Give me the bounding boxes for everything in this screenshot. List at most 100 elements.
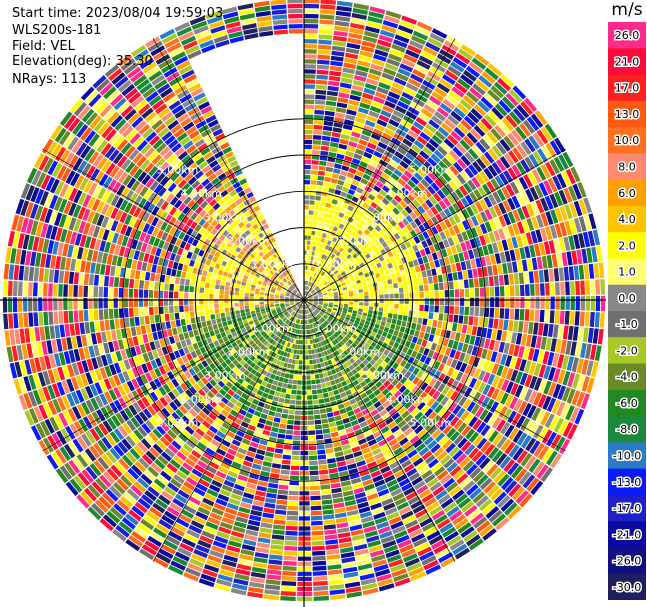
colorbar-segment (608, 232, 646, 260)
colorbar-tick-label: 8.0 (618, 161, 636, 174)
colorbar-tick-label: 13.0 (615, 108, 640, 121)
azimuth-spoke (152, 38, 305, 301)
range-ring-label: 3.00km (362, 211, 404, 224)
colorbar-tick-label-halo: -6.0 (616, 397, 637, 410)
range-ring-label: 5.00km (410, 416, 452, 429)
colorbar-tick-label-halo: -17.0 (613, 502, 641, 515)
range-ring-label: 4.00km (180, 393, 222, 406)
colorbar-segment (608, 521, 646, 549)
colorbar-segment (608, 100, 646, 128)
colorbar-segment (608, 153, 646, 181)
azimuth-spoke (152, 299, 305, 562)
colorbar-tick-label-halo: -21.0 (613, 528, 641, 541)
instrument-label: WLS200s-181 (12, 23, 102, 38)
colorbar-tick-label: 21.0 (615, 55, 640, 68)
colorbar-tick-label-halo: 8.0 (618, 161, 636, 174)
colorbar-tick-label: 10.0 (615, 134, 640, 147)
colorbar-segment (608, 311, 646, 338)
colorbar-tick-label-halo: -8.0 (616, 423, 637, 436)
range-ring-label: 4.00km (386, 187, 428, 200)
colorbar-segment (608, 127, 646, 154)
colorbar-tick-label-halo: -13.0 (613, 476, 641, 489)
colorbar-segment (608, 416, 646, 443)
ppi-gates (2, 0, 606, 602)
range-ring-label: 1.00km (251, 258, 293, 271)
colorbar-tick-label: -21.0 (613, 528, 641, 541)
colorbar-tick-label-halo: 2.0 (618, 239, 636, 252)
colorbar-tick-label-halo: 21.0 (615, 55, 640, 68)
colorbar-segment (608, 389, 646, 417)
azimuth-spoke (303, 38, 456, 301)
colorbar-tick-label-halo: 13.0 (615, 108, 640, 121)
colorbar-tick-label-halo: 6.0 (618, 187, 636, 200)
colorbar-segment (608, 22, 646, 49)
start-time-label: Start time: 2023/08/04 19:59:03 (12, 6, 224, 21)
colorbar-tick-label: 1.0 (618, 266, 636, 279)
colorbar-tick-label-halo: 1.0 (618, 266, 636, 279)
range-ring-label: 4.00km (180, 187, 222, 200)
colorbar-tick-label: -17.0 (613, 502, 641, 515)
colorbar-tick-label-halo: -26.0 (613, 555, 641, 568)
range-ring-label: 5.00km (157, 416, 199, 429)
colorbar-tick-label: 6.0 (618, 187, 636, 200)
colorbar-tick-label: -6.0 (616, 397, 637, 410)
range-ring-label: 5.00km (410, 164, 452, 177)
colorbar-tick-label: -10.0 (613, 450, 641, 463)
ppi-gate-group (2, 8, 603, 592)
colorbar-segment (608, 442, 646, 470)
colorbar-tick-label-halo: 26.0 (615, 29, 640, 42)
colorbar-segment (608, 494, 646, 522)
colorbar-tick-label-halo: -4.0 (616, 371, 637, 384)
colorbar-tick-label: 17.0 (615, 82, 640, 95)
colorbar-tick-label-halo: 4.0 (618, 213, 636, 226)
colorbar-segment (608, 48, 646, 76)
colorbar-tick-label: 4.0 (618, 213, 636, 226)
azimuth-spoke (42, 148, 305, 301)
range-ring-label: 2.00km (228, 346, 270, 359)
colorbar-tick-label: -2.0 (616, 344, 637, 357)
colorbar-tick-label-halo: -2.0 (616, 344, 637, 357)
range-ring-label: 4.00km (386, 393, 428, 406)
colorbar-tick-label: -26.0 (613, 555, 641, 568)
colorbar-segment (608, 547, 646, 575)
colorbar-tick-label-halo: -30.0 (613, 581, 641, 594)
colorbar-tick-label: -13.0 (613, 476, 641, 489)
colorbar-tick-label-halo: -10.0 (613, 450, 641, 463)
azimuth-spoke (303, 299, 566, 452)
colorbar-tick-label-halo: 10.0 (615, 134, 640, 147)
range-ring-label: 1.00km (251, 322, 293, 335)
colorbar-tick-label: 0.0 (618, 292, 636, 305)
colorbar-segment (608, 468, 646, 496)
colorbar-tick-label: 2.0 (618, 239, 636, 252)
colorbar-segment (608, 363, 646, 391)
colorbar-segment (608, 205, 646, 233)
colorbar-segment (608, 179, 646, 207)
range-ring-label: 2.00km (339, 346, 381, 359)
colorbar-tick-label: -4.0 (616, 371, 637, 384)
range-ring-label: 3.00km (362, 369, 404, 382)
azimuth-spoke (42, 299, 305, 452)
colorbar: 26.026.021.021.017.017.013.013.010.010.0… (608, 22, 646, 600)
colorbar-segment (608, 573, 646, 600)
range-ring-label: 1.00km (315, 258, 357, 271)
ppi-plot: 1.00km 1.00km 1.00km 1.00km 2.00km 2.00km 2.00… (0, 0, 606, 607)
colorbar-tick-label: -30.0 (613, 581, 641, 594)
colorbar-tick-label: -8.0 (616, 423, 637, 436)
colorbar-segment (608, 258, 646, 286)
elevation-label: Elevation(deg): 35.30 (12, 54, 153, 69)
colorbar-tick-label-halo: -1.0 (616, 318, 637, 331)
colorbar-tick-label: -1.0 (616, 318, 637, 331)
colorbar-tick-label-halo: 0.0 (618, 292, 636, 305)
range-ring-label: 2.00km (339, 234, 381, 247)
azimuth-spoke (303, 299, 456, 562)
range-ring-label: 2.00km (228, 234, 270, 247)
colorbar-tick-label: 26.0 (615, 29, 640, 42)
field-label: Field: VEL (12, 39, 75, 54)
nrays-label: NRays: 113 (12, 72, 87, 87)
colorbar-unit: m/s (611, 0, 643, 20)
range-ring-label: 3.00km (204, 211, 246, 224)
azimuth-spoke (303, 148, 566, 301)
range-ring-label: 5.00km (157, 164, 199, 177)
range-ring-label: 3.00km (204, 369, 246, 382)
colorbar-segment (608, 284, 646, 312)
